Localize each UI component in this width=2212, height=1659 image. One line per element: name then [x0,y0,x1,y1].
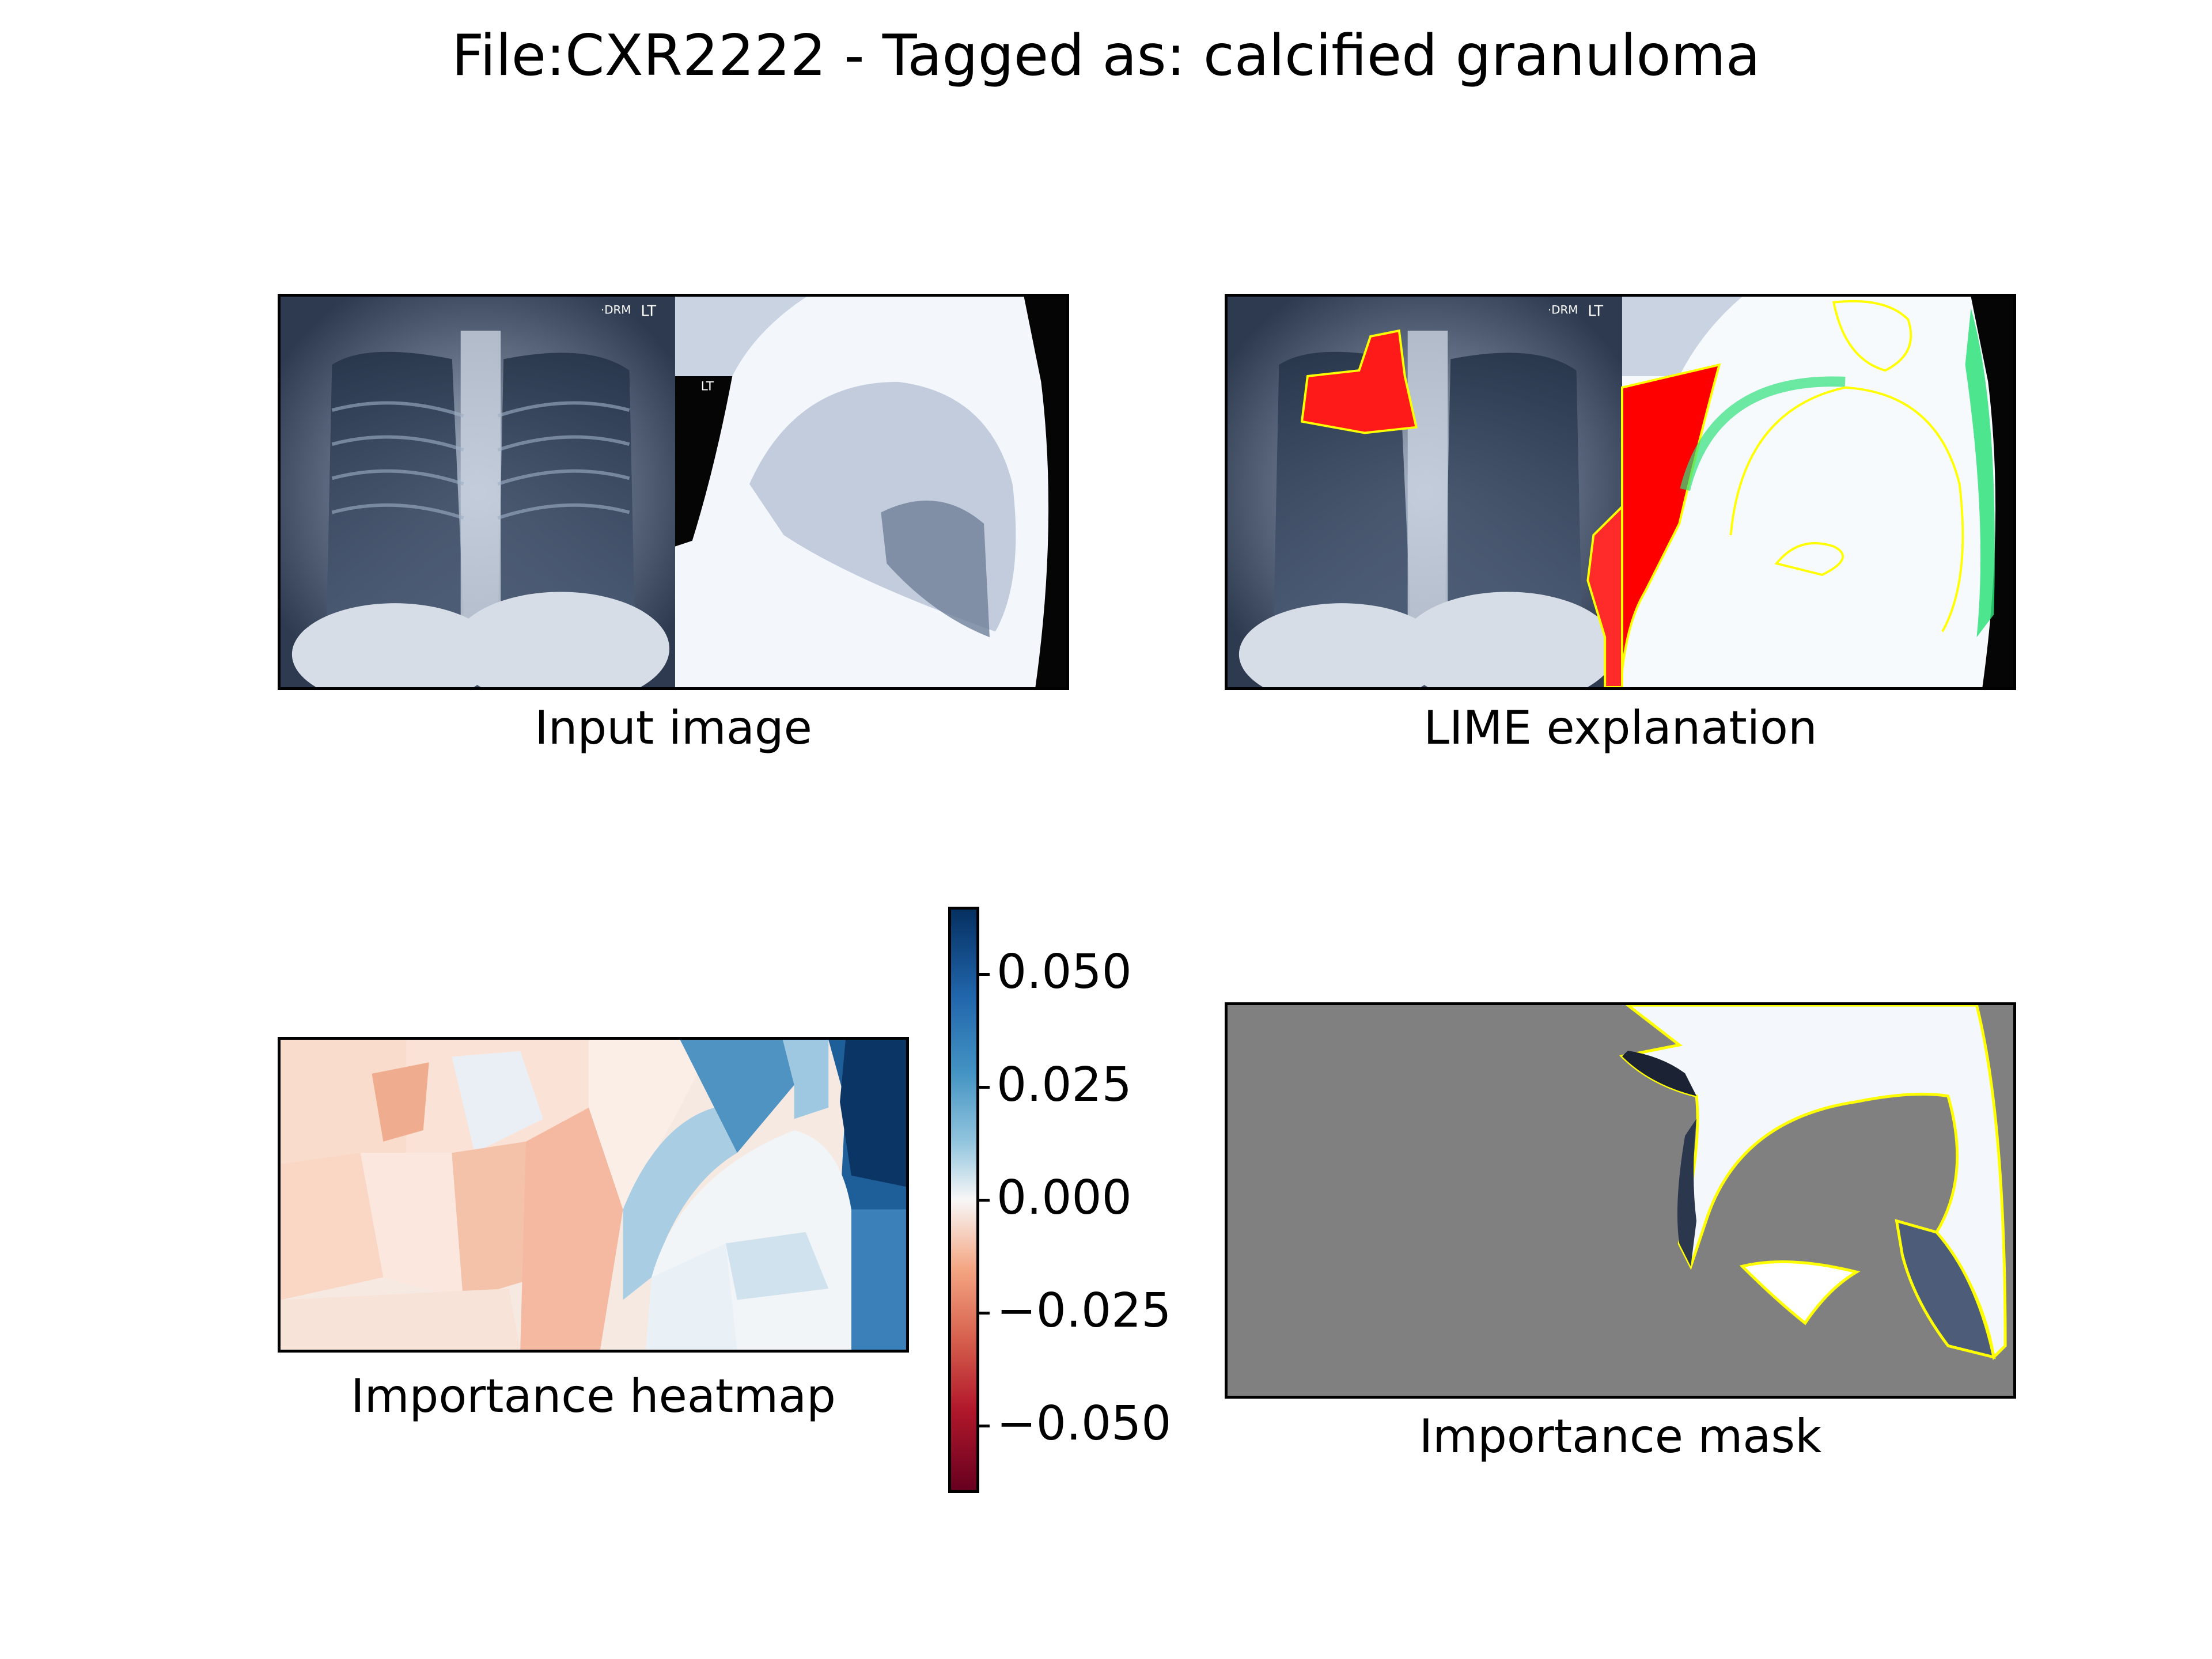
colorbar-tick-mark [979,1086,990,1089]
lime-xray-lt-label: LT [1588,303,1603,320]
importance-heatmap-caption: Importance heatmap [351,1369,836,1423]
lime-positive-region-edge [1586,503,1623,687]
xray-lt-label: LT [641,303,656,320]
colorbar-tick-mark [979,1311,990,1315]
colorbar-tick-mark [979,1199,990,1202]
importance-heatmap [281,1040,906,1350]
lime-overlay-image: ·DRM LT [1228,297,2013,687]
heatmap-strong-positive-segment [840,1040,906,1187]
mask-lower-region [1739,1260,1861,1325]
heatmap-negative-segment [372,1062,429,1142]
importance-mask-image [1228,1005,2013,1396]
input-image-caption: Input image [535,701,812,755]
colorbar-tick-label: 0.050 [997,945,1132,1000]
figure-title: File:CXR2222 - Tagged as: calcified gran… [452,23,1760,89]
input-image-panel: ·DRM LT LT [278,294,1069,690]
colorbar [948,907,979,1493]
lateral-lt-label: LT [701,380,714,394]
lime-explanation-caption: LIME explanation [1423,701,1817,755]
colorbar-tick-label: −0.050 [997,1396,1172,1451]
colorbar-tick-label: 0.025 [997,1058,1132,1113]
colorbar-tick-mark [979,973,990,976]
xray-marker-label: ·DRM [601,304,631,317]
importance-mask-panel [1225,1002,2016,1399]
colorbar-tick-mark [979,1424,990,1427]
mask-lateral-region [1619,1005,2007,1361]
colorbar-tick-label: −0.025 [997,1283,1172,1338]
lime-xray-marker-label: ·DRM [1548,304,1578,317]
importance-heatmap-panel [278,1037,909,1353]
lime-positive-region-lateral [1620,363,1721,672]
input-xray-image: ·DRM LT LT [281,297,1066,687]
colorbar-tick-label: 0.000 [997,1171,1132,1225]
lime-positive-region-upper-lung [1300,329,1418,434]
lime-explanation-panel: ·DRM LT [1225,294,2016,690]
importance-mask-caption: Importance mask [1419,1410,1822,1463]
